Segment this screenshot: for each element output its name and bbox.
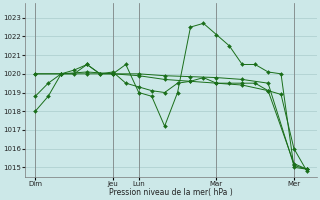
X-axis label: Pression niveau de la mer( hPa ): Pression niveau de la mer( hPa ) [109, 188, 233, 197]
